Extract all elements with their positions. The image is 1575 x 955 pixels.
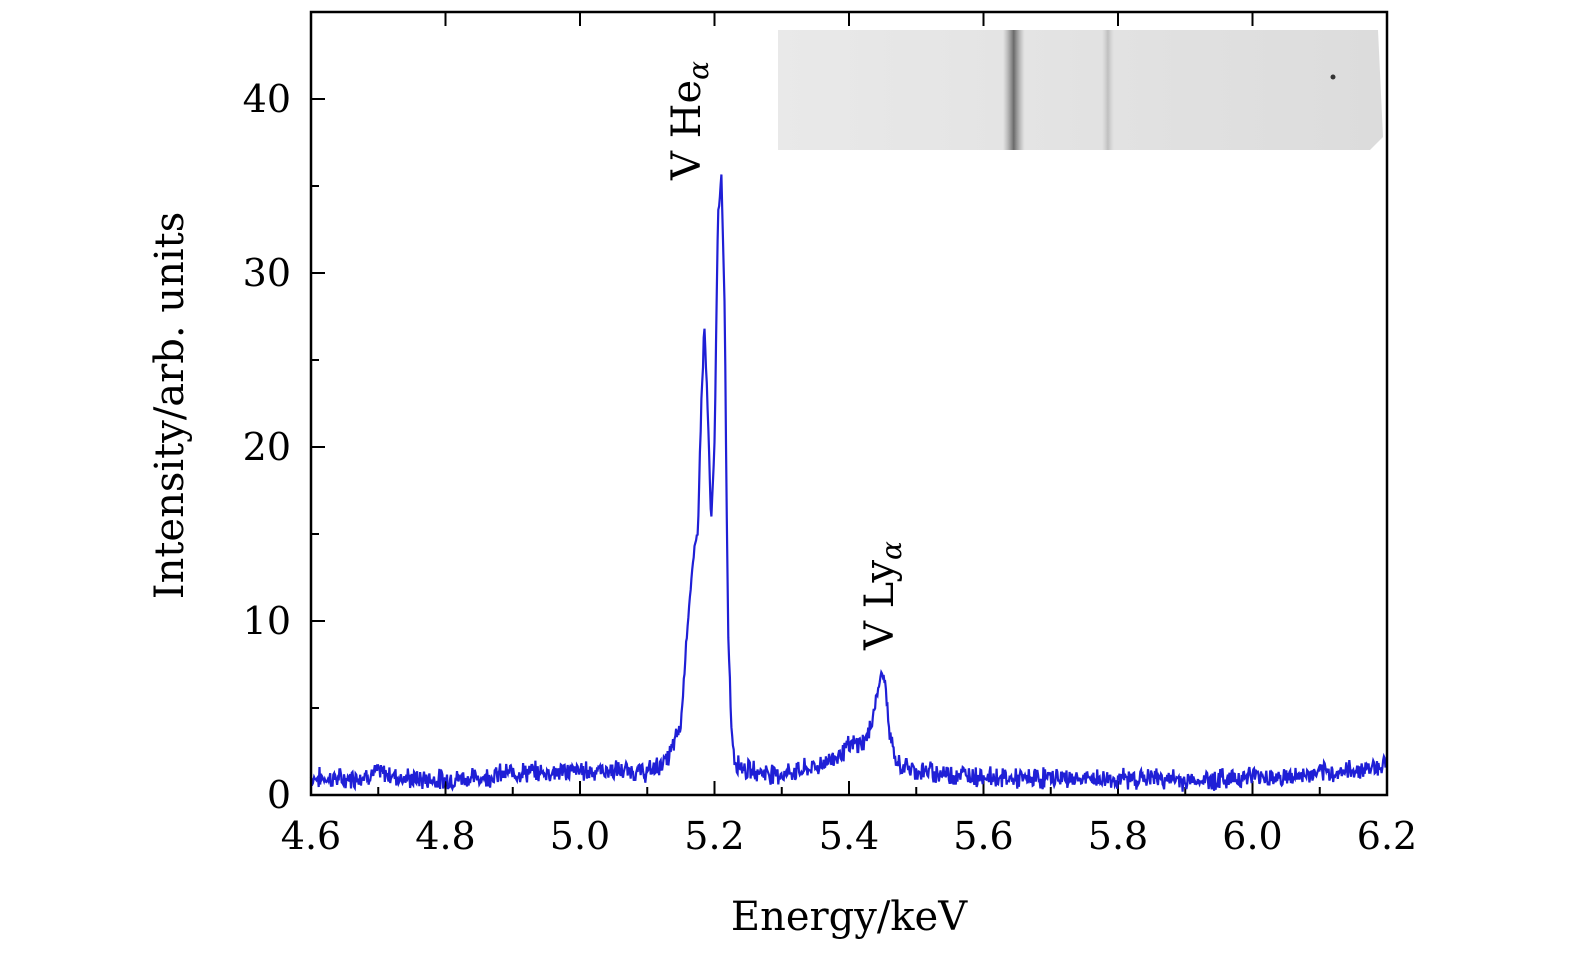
x-tick-label: 5.2 (684, 814, 744, 858)
y-tick-label: 40 (243, 77, 291, 121)
inset-band (1101, 30, 1114, 150)
x-tick-label: 4.8 (415, 814, 475, 858)
y-tick-label: 30 (243, 251, 291, 295)
x-tick-label: 6.2 (1357, 814, 1417, 858)
x-tick-label: 5.6 (953, 814, 1013, 858)
y-tick-label: 10 (243, 599, 291, 643)
plot-frame (309, 10, 1389, 797)
inset-band (1002, 30, 1025, 150)
x-tick-label: 5.0 (550, 814, 610, 858)
peak-annotation: V Lyα (857, 541, 908, 651)
y-tick-label: 0 (267, 773, 291, 817)
inset-bands (1002, 30, 1114, 150)
inset-strip-background (778, 30, 1383, 150)
x-tick-label: 6.0 (1222, 814, 1282, 858)
y-axis-title: Intensity/arb. units (147, 212, 193, 599)
peak-label-subscript: α (875, 541, 908, 560)
x-axis-ticks: 4.6 4.8 5.0 5.2 5.4 5.6 5.8 6.0 6.2 (281, 12, 1417, 858)
inset-image (778, 30, 1383, 150)
x-axis-title: Energy/keV (731, 894, 968, 940)
peak-label: V Heα (664, 61, 715, 181)
peak-label-subscript: α (682, 61, 715, 80)
peak-label: V Lyα (857, 541, 908, 651)
y-axis-ticks: 0 10 20 30 40 (243, 11, 325, 817)
peak-annotation: V Heα (664, 61, 715, 181)
x-tick-label: 5.4 (819, 814, 879, 858)
inset-dust-spot (1330, 74, 1336, 80)
x-tick-label: 5.8 (1088, 814, 1148, 858)
x-tick-label: 4.6 (281, 814, 341, 858)
y-tick-label: 20 (243, 425, 291, 469)
series-line (309, 174, 1389, 792)
